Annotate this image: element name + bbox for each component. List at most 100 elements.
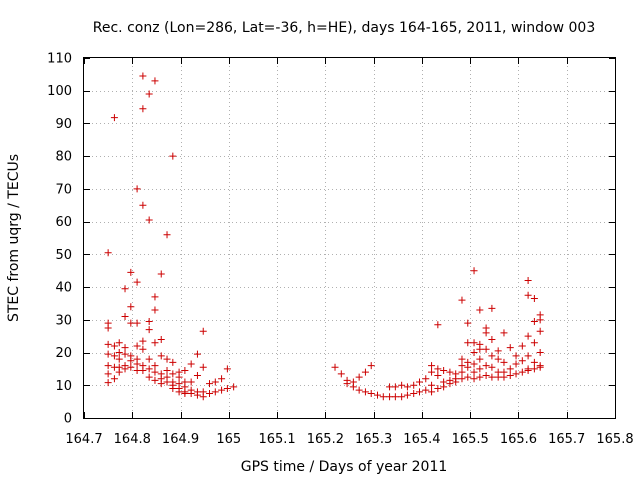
data-point [104, 350, 112, 358]
data-point [230, 383, 238, 391]
data-point [139, 345, 147, 353]
data-point [104, 340, 112, 348]
data-point [139, 337, 147, 345]
data-point [470, 360, 478, 368]
data-point [536, 363, 544, 371]
data-point [506, 371, 514, 379]
y-tick-label: 0 [64, 412, 72, 427]
data-point [133, 342, 141, 350]
data-point [355, 373, 363, 381]
data-point [193, 391, 201, 399]
data-point [512, 352, 520, 360]
data-point [145, 90, 153, 98]
data-point [133, 185, 141, 193]
x-tick-label: 165.2 [307, 432, 344, 447]
data-point [488, 352, 496, 360]
data-point [367, 389, 375, 397]
data-point [115, 349, 123, 357]
data-point [199, 363, 207, 371]
data-point [367, 362, 375, 370]
data-point [415, 378, 423, 386]
data-point [181, 367, 189, 375]
data-point [470, 375, 478, 383]
data-point [524, 332, 532, 340]
data-point [434, 321, 442, 329]
data-point [206, 389, 214, 397]
data-point [398, 381, 406, 389]
data-point [139, 72, 147, 80]
x-tick-labels: 164.7 164.8 164.9 165 165.1 165.2 165.3 165.4 16… [65, 432, 633, 447]
data-point [110, 352, 118, 360]
data-point [349, 383, 357, 391]
data-point [482, 371, 490, 379]
data-point [127, 357, 135, 365]
data-point [163, 367, 171, 375]
data-point [458, 362, 466, 370]
data-point [223, 365, 231, 373]
data-point [512, 360, 520, 368]
data-point [110, 114, 118, 122]
data-point [530, 295, 538, 303]
x-tick-label: 165.8 [596, 432, 633, 447]
data-point [199, 393, 207, 401]
data-point [530, 365, 538, 373]
y-tick-label: 60 [55, 215, 72, 230]
x-tick-label: 165.1 [258, 432, 295, 447]
data-point [133, 319, 141, 327]
data-point [524, 367, 532, 375]
data-point [524, 291, 532, 299]
data-point [410, 389, 418, 397]
data-point [151, 368, 159, 376]
data-point [211, 388, 219, 396]
data-point [151, 293, 159, 301]
data-point [151, 77, 159, 85]
data-point [488, 363, 496, 371]
data-point [139, 201, 147, 209]
data-point [151, 339, 159, 347]
data-point [163, 231, 171, 239]
data-point [121, 365, 129, 373]
data-point [115, 339, 123, 347]
y-tick-label: 30 [55, 313, 72, 328]
data-point [536, 327, 544, 335]
data-point [337, 370, 345, 378]
data-point [518, 368, 526, 376]
y-tick-label: 80 [55, 150, 72, 165]
data-point [127, 268, 135, 276]
axis-ticks [84, 58, 616, 419]
data-point [440, 367, 448, 375]
data-point [355, 386, 363, 394]
x-tick-label: 165.4 [403, 432, 440, 447]
data-point [169, 370, 177, 378]
data-point [494, 355, 502, 363]
data-point [104, 370, 112, 378]
data-point [104, 249, 112, 257]
y-tick-label: 10 [55, 379, 72, 394]
data-point [506, 365, 514, 373]
data-point [110, 375, 118, 383]
data-point [163, 355, 171, 363]
data-point [506, 344, 514, 352]
data-point [488, 335, 496, 343]
data-point [373, 391, 381, 399]
y-tick-label: 90 [55, 117, 72, 132]
data-point [169, 152, 177, 160]
data-point [458, 355, 466, 363]
data-point [145, 317, 153, 325]
data-point [434, 365, 442, 373]
data-point [530, 339, 538, 347]
data-point [104, 379, 112, 387]
data-point [121, 313, 129, 321]
data-point [403, 383, 411, 391]
data-point [391, 383, 399, 391]
data-point [361, 388, 369, 396]
data-point [476, 306, 484, 314]
data-point [181, 389, 189, 397]
data-point [403, 391, 411, 399]
plot-frame [83, 57, 616, 419]
x-tick-label: 164.8 [114, 432, 151, 447]
data-point [476, 345, 484, 353]
data-point [151, 306, 159, 314]
data-point [175, 373, 183, 381]
